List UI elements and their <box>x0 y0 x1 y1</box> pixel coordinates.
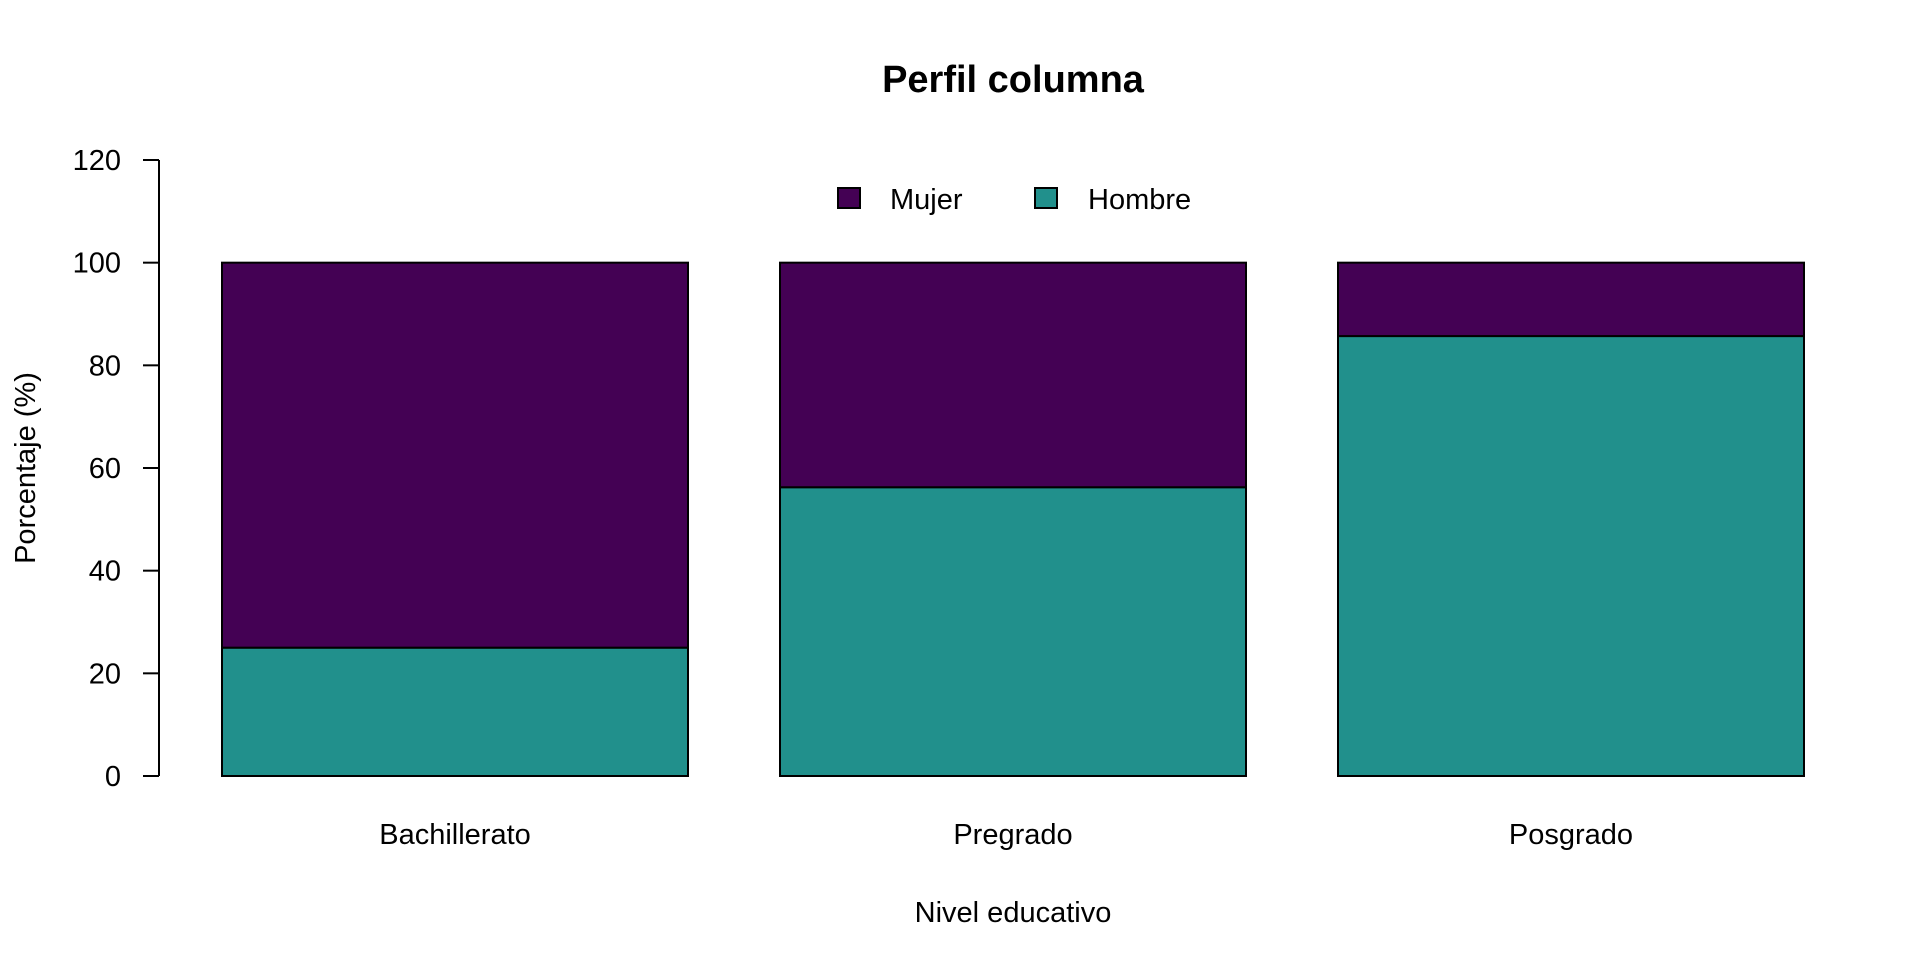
y-tick-label: 60 <box>89 453 121 485</box>
y-tick-label: 40 <box>89 556 121 588</box>
legend-label-hombre: Hombre <box>1088 184 1191 216</box>
y-axis-label: Porcentaje (%) <box>10 372 42 564</box>
legend-swatch-mujer <box>837 187 861 209</box>
bar-pregrado-mujer <box>779 261 1247 489</box>
legend-label-mujer: Mujer <box>890 184 963 216</box>
x-axis-tick-labels: Bachillerato Pregrado Posgrado <box>379 819 1633 851</box>
bar-posgrado-hombre <box>1337 335 1805 777</box>
x-axis-label: Nivel educativo <box>915 897 1112 929</box>
bar-posgrado-mujer <box>1337 261 1805 338</box>
x-tick-label: Posgrado <box>1509 819 1633 851</box>
bar-bachillerato-mujer <box>221 261 689 649</box>
y-tick-label: 100 <box>73 248 121 280</box>
y-tick-label: 80 <box>89 350 121 382</box>
legend: Mujer Hombre <box>837 184 1191 216</box>
bars <box>221 261 1805 778</box>
legend-swatch-hombre <box>1034 187 1058 209</box>
y-axis-ticks: 0 20 40 60 80 100 120 <box>73 145 159 793</box>
y-tick-label: 0 <box>105 761 121 793</box>
y-tick-label: 20 <box>89 658 121 690</box>
bar-bachillerato-hombre <box>221 646 689 778</box>
bar-pregrado-hombre <box>779 486 1247 777</box>
chart-title: Perfil columna <box>882 59 1145 101</box>
x-tick-label: Bachillerato <box>379 819 531 851</box>
x-tick-label: Pregrado <box>953 819 1072 851</box>
y-tick-label: 120 <box>73 145 121 177</box>
